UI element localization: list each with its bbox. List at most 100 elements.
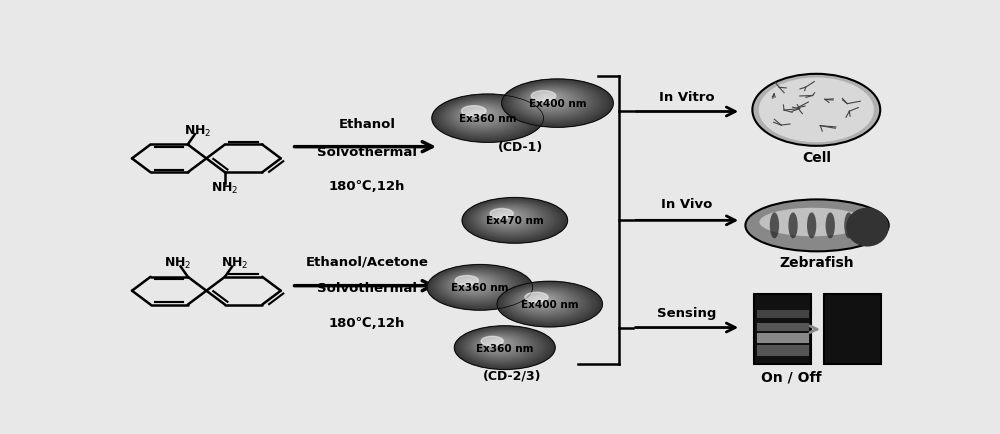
- Circle shape: [492, 211, 523, 224]
- Circle shape: [527, 91, 575, 112]
- Circle shape: [520, 88, 586, 116]
- Circle shape: [469, 332, 533, 360]
- Circle shape: [501, 283, 596, 324]
- Circle shape: [518, 87, 589, 117]
- Circle shape: [490, 209, 513, 219]
- Bar: [757, 345, 809, 356]
- Circle shape: [521, 88, 584, 115]
- Text: 180℃,12h: 180℃,12h: [329, 179, 405, 192]
- Text: (CD-1): (CD-1): [498, 141, 543, 154]
- Ellipse shape: [759, 78, 874, 143]
- Circle shape: [469, 111, 488, 119]
- Circle shape: [462, 108, 499, 124]
- Circle shape: [512, 288, 579, 317]
- Text: NH$_2$: NH$_2$: [221, 255, 249, 270]
- Circle shape: [517, 290, 573, 314]
- Circle shape: [528, 92, 573, 111]
- Text: Ethanol: Ethanol: [338, 118, 395, 130]
- Circle shape: [455, 276, 478, 286]
- Circle shape: [532, 297, 550, 304]
- Circle shape: [497, 213, 515, 221]
- Ellipse shape: [788, 213, 798, 239]
- Ellipse shape: [846, 208, 889, 247]
- Circle shape: [543, 98, 551, 101]
- Circle shape: [465, 331, 539, 362]
- Circle shape: [521, 292, 567, 312]
- Circle shape: [447, 101, 521, 133]
- Text: Ex400 nm: Ex400 nm: [529, 99, 586, 109]
- Circle shape: [427, 265, 533, 310]
- Text: NH$_2$: NH$_2$: [184, 123, 211, 138]
- Circle shape: [468, 201, 559, 240]
- Circle shape: [535, 298, 545, 302]
- Circle shape: [453, 104, 512, 129]
- Circle shape: [490, 210, 525, 225]
- Circle shape: [471, 202, 555, 238]
- Text: NH$_2$: NH$_2$: [211, 181, 239, 195]
- Circle shape: [464, 199, 565, 243]
- Circle shape: [447, 273, 503, 298]
- Circle shape: [450, 102, 517, 132]
- Circle shape: [460, 107, 501, 125]
- Circle shape: [487, 209, 530, 227]
- Circle shape: [485, 208, 534, 229]
- Text: In Vitro: In Vitro: [659, 91, 715, 104]
- Circle shape: [476, 335, 523, 355]
- Text: Ex360 nm: Ex360 nm: [451, 283, 509, 293]
- Circle shape: [522, 89, 582, 115]
- Circle shape: [469, 201, 557, 239]
- Circle shape: [461, 279, 482, 289]
- Ellipse shape: [745, 200, 889, 252]
- Circle shape: [471, 112, 485, 118]
- Ellipse shape: [826, 213, 835, 239]
- Circle shape: [507, 286, 588, 321]
- Circle shape: [531, 92, 569, 108]
- Circle shape: [454, 105, 510, 128]
- Bar: [757, 323, 809, 331]
- Circle shape: [462, 198, 568, 243]
- Circle shape: [454, 276, 493, 293]
- Circle shape: [509, 83, 602, 123]
- Circle shape: [481, 338, 515, 352]
- Circle shape: [485, 339, 509, 349]
- Circle shape: [531, 296, 552, 305]
- Circle shape: [439, 98, 532, 138]
- Circle shape: [510, 287, 583, 319]
- Circle shape: [467, 282, 474, 285]
- Text: Solvothermal: Solvothermal: [317, 281, 417, 294]
- Circle shape: [474, 113, 481, 116]
- Circle shape: [500, 214, 511, 219]
- Circle shape: [429, 266, 531, 309]
- Circle shape: [540, 96, 555, 103]
- Circle shape: [470, 333, 531, 359]
- Circle shape: [431, 267, 526, 308]
- Circle shape: [442, 99, 528, 136]
- Circle shape: [450, 275, 499, 296]
- Text: Ethanol/Acetone: Ethanol/Acetone: [305, 254, 428, 267]
- Circle shape: [519, 291, 569, 312]
- Circle shape: [524, 89, 580, 114]
- Circle shape: [457, 278, 488, 291]
- Circle shape: [432, 95, 544, 143]
- Circle shape: [498, 282, 600, 326]
- Circle shape: [500, 283, 598, 326]
- Circle shape: [545, 99, 549, 100]
- Circle shape: [464, 281, 478, 287]
- Circle shape: [458, 328, 549, 367]
- Circle shape: [525, 293, 548, 302]
- Circle shape: [472, 334, 529, 358]
- Circle shape: [534, 94, 564, 107]
- Circle shape: [503, 216, 506, 217]
- Circle shape: [475, 335, 525, 356]
- Circle shape: [473, 203, 551, 236]
- Circle shape: [458, 278, 486, 290]
- Circle shape: [465, 199, 563, 242]
- Ellipse shape: [807, 213, 816, 239]
- Circle shape: [457, 106, 506, 127]
- Circle shape: [460, 329, 547, 366]
- Circle shape: [489, 210, 527, 226]
- Circle shape: [487, 340, 507, 349]
- Circle shape: [464, 330, 541, 363]
- Circle shape: [527, 294, 558, 308]
- Circle shape: [465, 281, 476, 286]
